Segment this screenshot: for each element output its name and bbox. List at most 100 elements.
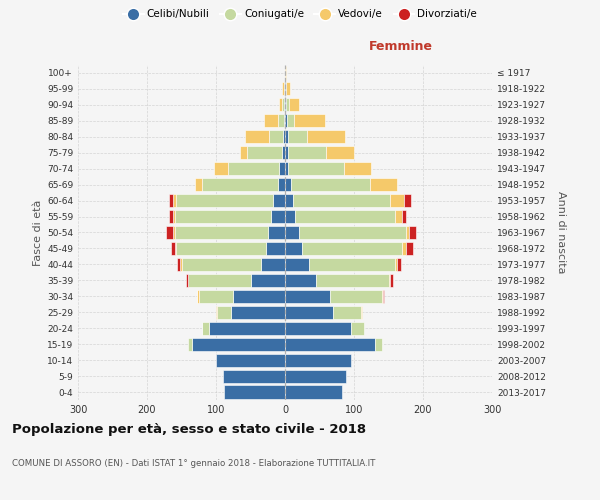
Bar bbox=[265, 114, 278, 128]
Bar bbox=[245, 130, 269, 143]
Bar bbox=[289, 162, 344, 175]
Bar bbox=[285, 98, 286, 112]
Bar bbox=[284, 82, 285, 96]
Bar bbox=[289, 146, 326, 160]
Bar bbox=[397, 258, 401, 271]
Bar bbox=[285, 114, 287, 128]
Bar bbox=[176, 258, 180, 271]
Bar bbox=[390, 274, 394, 287]
Bar bbox=[182, 258, 261, 271]
Bar bbox=[216, 354, 285, 366]
Y-axis label: Fasce di età: Fasce di età bbox=[33, 200, 43, 266]
Bar bbox=[269, 130, 283, 143]
Bar bbox=[302, 242, 403, 255]
Bar bbox=[175, 210, 271, 223]
Bar bbox=[285, 338, 374, 350]
Bar bbox=[374, 338, 382, 350]
Bar bbox=[326, 146, 354, 160]
Bar bbox=[285, 66, 286, 80]
Bar bbox=[280, 162, 285, 175]
Y-axis label: Anni di nascita: Anni di nascita bbox=[556, 191, 566, 274]
Bar bbox=[209, 322, 285, 335]
Bar bbox=[196, 178, 202, 191]
Bar bbox=[289, 98, 299, 112]
Bar bbox=[180, 258, 182, 271]
Bar bbox=[285, 178, 290, 191]
Bar bbox=[169, 194, 173, 207]
Bar bbox=[403, 242, 406, 255]
Bar bbox=[406, 226, 409, 239]
Bar bbox=[240, 146, 247, 160]
Bar bbox=[202, 322, 209, 335]
Text: Femmine: Femmine bbox=[369, 40, 433, 54]
Bar bbox=[395, 258, 397, 271]
Bar bbox=[251, 274, 285, 287]
Bar bbox=[176, 194, 272, 207]
Bar bbox=[285, 322, 350, 335]
Bar bbox=[173, 210, 175, 223]
Bar bbox=[285, 306, 334, 319]
Bar bbox=[199, 290, 233, 303]
Bar bbox=[231, 306, 285, 319]
Bar bbox=[175, 242, 176, 255]
Bar bbox=[390, 194, 404, 207]
Bar bbox=[285, 258, 309, 271]
Bar bbox=[228, 162, 280, 175]
Bar bbox=[285, 82, 286, 96]
Bar bbox=[409, 226, 416, 239]
Bar bbox=[285, 370, 346, 382]
Bar bbox=[188, 338, 192, 350]
Bar bbox=[247, 146, 281, 160]
Bar bbox=[299, 226, 406, 239]
Bar bbox=[286, 82, 290, 96]
Bar bbox=[282, 82, 284, 96]
Bar bbox=[361, 306, 362, 319]
Bar bbox=[169, 210, 173, 223]
Bar bbox=[176, 242, 266, 255]
Bar bbox=[288, 130, 307, 143]
Bar bbox=[403, 210, 406, 223]
Text: Popolazione per età, sesso e stato civile - 2018: Popolazione per età, sesso e stato civil… bbox=[12, 422, 366, 436]
Bar bbox=[278, 178, 285, 191]
Bar bbox=[284, 98, 285, 112]
Bar bbox=[395, 210, 402, 223]
Bar bbox=[175, 226, 268, 239]
Bar bbox=[293, 194, 390, 207]
Bar bbox=[285, 274, 316, 287]
Bar bbox=[285, 130, 288, 143]
Bar bbox=[223, 370, 285, 382]
Bar bbox=[268, 226, 285, 239]
Bar bbox=[278, 114, 284, 128]
Bar bbox=[316, 274, 389, 287]
Bar bbox=[290, 178, 370, 191]
Bar bbox=[389, 274, 390, 287]
Bar bbox=[285, 290, 330, 303]
Bar bbox=[307, 130, 345, 143]
Bar bbox=[272, 194, 285, 207]
Bar bbox=[294, 114, 325, 128]
Bar bbox=[187, 274, 188, 287]
Bar bbox=[233, 290, 285, 303]
Bar bbox=[285, 354, 350, 366]
Bar bbox=[285, 162, 289, 175]
Bar bbox=[283, 130, 285, 143]
Bar bbox=[285, 226, 299, 239]
Bar bbox=[188, 274, 251, 287]
Bar bbox=[285, 146, 289, 160]
Bar bbox=[285, 386, 341, 398]
Bar bbox=[287, 114, 294, 128]
Bar bbox=[214, 162, 228, 175]
Bar bbox=[382, 290, 383, 303]
Bar bbox=[330, 290, 382, 303]
Bar bbox=[171, 242, 175, 255]
Bar bbox=[166, 226, 173, 239]
Bar bbox=[334, 306, 361, 319]
Bar bbox=[282, 98, 284, 112]
Bar bbox=[202, 178, 278, 191]
Bar bbox=[279, 98, 282, 112]
Bar bbox=[266, 242, 285, 255]
Bar bbox=[286, 98, 289, 112]
Bar bbox=[173, 226, 175, 239]
Bar bbox=[295, 210, 395, 223]
Bar bbox=[370, 178, 397, 191]
